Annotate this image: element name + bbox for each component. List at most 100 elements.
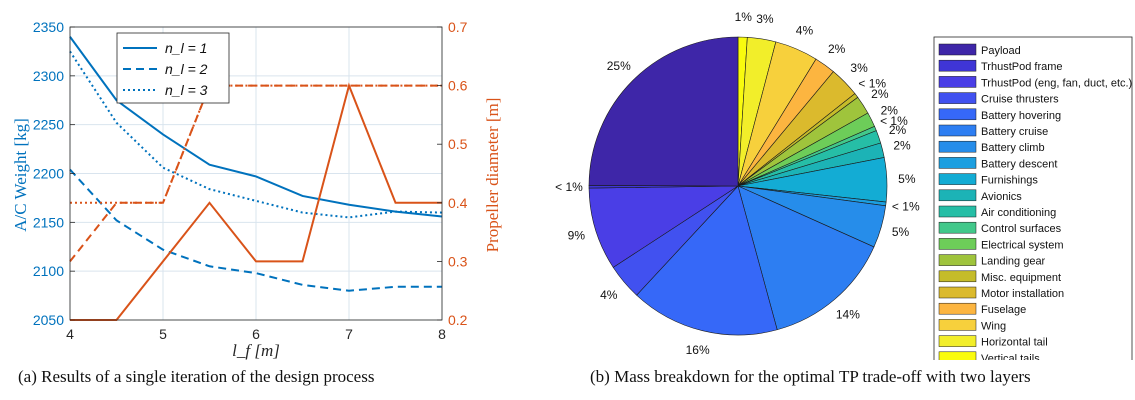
pie-legend-swatch: [938, 286, 977, 299]
pie-legend-label: Cruise thrusters: [981, 94, 1059, 106]
pie-legend-swatch: [938, 302, 977, 315]
pie-legend-swatch: [938, 76, 977, 88]
weight-series-line: [69, 36, 443, 218]
pie-percent-label: 4%: [600, 288, 618, 302]
pie-legend-label: Air conditioning: [981, 207, 1056, 219]
pie-slice: [588, 36, 739, 187]
pie-legend: Payload TrhustPod frame TrhustPod (eng, fa…: [933, 36, 1133, 360]
pie-legend-swatch: [938, 335, 977, 347]
pie-percent-label: 14%: [836, 307, 860, 321]
x-tick-label: 6: [252, 326, 260, 342]
right-axis-series: [69, 82, 442, 321]
pie-percent-label: < 1%: [880, 114, 908, 128]
y-axis-label-left: A/C Weight [kg]: [11, 118, 30, 232]
pie-legend-swatch: [938, 124, 977, 137]
pie-legend-swatch: [938, 351, 977, 360]
pie-percent-label: 16%: [686, 343, 710, 357]
y-tick-label-left: 2250: [33, 117, 64, 133]
x-tick-label: 7: [345, 326, 353, 342]
pie-legend-label: Payload: [981, 45, 1021, 57]
y-tick-label-right: 0.4: [448, 195, 468, 211]
x-tick-label: 8: [438, 326, 446, 342]
caption-b: (b) Mass breakdown for the optimal TP tr…: [590, 367, 1031, 386]
pie-legend-label: Control surfaces: [981, 223, 1062, 235]
pie-slices: [588, 36, 888, 336]
pie-percent-label: 3%: [756, 12, 774, 26]
y-tick-label-right: 0.7: [448, 19, 468, 35]
pie-legend-label: Electrical system: [981, 239, 1064, 251]
y-tick-label-left: 2100: [33, 263, 64, 279]
pie-legend-label: Furnishings: [981, 175, 1038, 187]
pie-legend-label: Wing: [981, 320, 1006, 332]
pie-percent-label: 25%: [607, 59, 631, 73]
y-tick-label-left: 2150: [33, 214, 64, 230]
pie-legend-swatch: [938, 108, 977, 121]
legend-label: n_l = 3: [165, 82, 208, 98]
pie-legend-label: Landing gear: [981, 256, 1046, 268]
left-axis-series: [69, 36, 443, 292]
pie-legend-label: TrhustPod (eng, fan, duct, etc.): [981, 77, 1132, 89]
y-tick-label-left: 2050: [33, 312, 64, 328]
caption-a: (a) Results of a single iteration of the…: [18, 367, 375, 386]
pie-percent-label: 5%: [892, 225, 910, 239]
pie-legend-swatch: [938, 173, 977, 185]
pie-legend-swatch: [938, 59, 977, 72]
pie-percent-label: 2%: [889, 123, 907, 137]
y-tick-label-right: 0.2: [448, 312, 468, 328]
pie-chart-panel: 1% 3%4%2%3%< 1%2%2%< 1%2%2%5%< 1%5%14%16%…: [555, 10, 1133, 360]
pie-legend-label: Motor installation: [981, 288, 1064, 300]
pie-percent-label: < 1%: [555, 180, 583, 194]
pie-legend-swatch: [938, 270, 977, 283]
pie-legend-swatch: [938, 254, 977, 266]
pie-percent-label: 2%: [828, 42, 846, 56]
pie-legend-swatch: [938, 92, 977, 104]
grid-a: [69, 26, 443, 321]
pie-legend-label: Fuselage: [981, 304, 1026, 316]
pie-percent-label: 3%: [850, 61, 868, 75]
y-tick-label-right: 0.3: [448, 253, 468, 269]
pie-slice: [636, 185, 778, 336]
pie-percent-label: 5%: [898, 172, 916, 186]
y-tick-label-right: 0.6: [448, 78, 468, 94]
x-axis-label: l_f [m]: [232, 341, 280, 360]
pie-percent-label: 2%: [871, 87, 889, 101]
pie-percent-label: < 1%: [892, 199, 920, 213]
pie-legend-label: Vertical tails: [981, 353, 1040, 360]
legend-box: [116, 32, 230, 104]
y-tick-label-left: 2200: [33, 166, 64, 182]
y-tick-label-right: 0.5: [448, 136, 468, 152]
line-chart-panel: 4 5 6 7 8 2050 2100 2150 2200 2250 2300 2350 0.2 0.3 0…: [11, 19, 502, 360]
pie-percent-label: 9%: [568, 228, 586, 242]
pie-percent-label: 2%: [881, 104, 899, 118]
weight-series-line: [69, 50, 443, 219]
propeller-series-line: [70, 84, 442, 204]
pie-legend-label: Avionics: [981, 191, 1022, 203]
pie-legend-swatch: [938, 140, 977, 153]
pie-legend-label: Battery climb: [981, 142, 1045, 154]
pie-percent-label: < 1%: [858, 76, 886, 90]
pie-slice: [737, 185, 875, 331]
pie-percent-label: 1%: [735, 10, 753, 24]
pie-legend-swatch: [938, 43, 977, 56]
y-tick-label-left: 2350: [33, 19, 64, 35]
pie-legend-swatch: [938, 319, 977, 331]
legend-a: n_l = 1 n_l = 2 n_l = 3: [116, 32, 230, 104]
pie-legend-swatch: [938, 157, 977, 169]
pie-percent-labels: 1% 3%4%2%3%< 1%2%2%< 1%2%2%5%< 1%5%14%16%…: [555, 10, 920, 357]
propeller-series-line: [70, 82, 442, 321]
tick-labels-a: 4 5 6 7 8 2050 2100 2150 2200 2250 2300 2350 0.2 0.3 0…: [33, 19, 468, 342]
pie-legend-label: Battery hovering: [981, 110, 1061, 122]
pie-legend-label: Battery cruise: [981, 126, 1048, 138]
pie-slice: [588, 185, 740, 268]
pie-legend-swatch: [938, 221, 977, 234]
pie-percent-label: 2%: [893, 138, 911, 152]
y-axis-label-right: Propeller diameter [m]: [483, 98, 502, 253]
x-tick-label: 5: [159, 326, 167, 342]
pie-legend-swatch: [938, 205, 977, 218]
legend-label: n_l = 1: [165, 40, 207, 56]
x-tick-label: 4: [66, 326, 74, 342]
pie-legend-swatch: [938, 189, 977, 202]
pie-legend-label: Battery descent: [981, 158, 1057, 170]
legend-label: n_l = 2: [165, 61, 208, 77]
y-tick-label-left: 2300: [33, 68, 64, 84]
